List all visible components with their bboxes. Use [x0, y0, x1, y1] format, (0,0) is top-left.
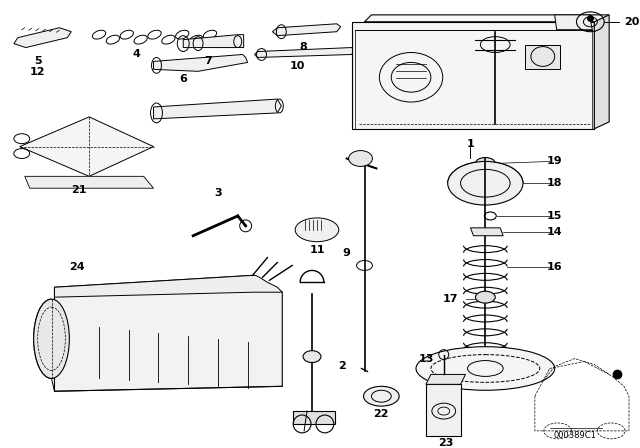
Ellipse shape [303, 351, 321, 362]
Ellipse shape [295, 218, 339, 241]
Text: 6: 6 [179, 74, 187, 84]
Text: 24: 24 [70, 263, 85, 272]
Polygon shape [426, 384, 461, 436]
Text: 23: 23 [438, 438, 453, 448]
Text: 8: 8 [300, 42, 307, 52]
Text: 16: 16 [547, 263, 563, 272]
Text: 21: 21 [72, 185, 87, 195]
Polygon shape [54, 276, 282, 391]
Polygon shape [525, 45, 559, 69]
Polygon shape [54, 276, 282, 297]
Ellipse shape [448, 161, 523, 205]
Text: 15: 15 [547, 211, 563, 221]
Polygon shape [595, 15, 609, 129]
Polygon shape [20, 117, 154, 177]
Polygon shape [365, 15, 609, 22]
Text: 9: 9 [343, 248, 351, 258]
Text: 10: 10 [289, 61, 305, 71]
Text: 19: 19 [547, 156, 563, 167]
Text: 14: 14 [547, 227, 563, 237]
Polygon shape [255, 47, 355, 57]
Text: 18: 18 [547, 178, 563, 188]
Text: 17: 17 [443, 294, 458, 304]
Polygon shape [14, 28, 71, 47]
Ellipse shape [476, 291, 495, 303]
Ellipse shape [416, 347, 555, 390]
Text: 000389C1: 000389C1 [553, 431, 596, 440]
Polygon shape [426, 375, 465, 384]
Ellipse shape [349, 151, 372, 166]
Polygon shape [293, 411, 335, 424]
Ellipse shape [364, 386, 399, 406]
Polygon shape [154, 55, 248, 71]
Text: 5: 5 [34, 56, 42, 66]
Text: 11: 11 [309, 245, 324, 254]
Polygon shape [351, 22, 595, 129]
Text: 20: 20 [624, 17, 639, 27]
Text: 2: 2 [338, 362, 346, 371]
Ellipse shape [34, 299, 69, 379]
Text: 7: 7 [204, 56, 212, 66]
Polygon shape [183, 34, 244, 47]
Text: 13: 13 [418, 353, 434, 364]
Polygon shape [273, 24, 340, 36]
Text: 22: 22 [374, 409, 389, 419]
Polygon shape [154, 99, 282, 119]
Polygon shape [25, 177, 154, 188]
Text: 12: 12 [30, 67, 45, 78]
Text: 1: 1 [467, 138, 474, 149]
Ellipse shape [476, 158, 495, 169]
Polygon shape [555, 15, 593, 30]
Polygon shape [470, 228, 503, 236]
Text: 4: 4 [132, 49, 141, 60]
Text: 3: 3 [214, 188, 221, 198]
